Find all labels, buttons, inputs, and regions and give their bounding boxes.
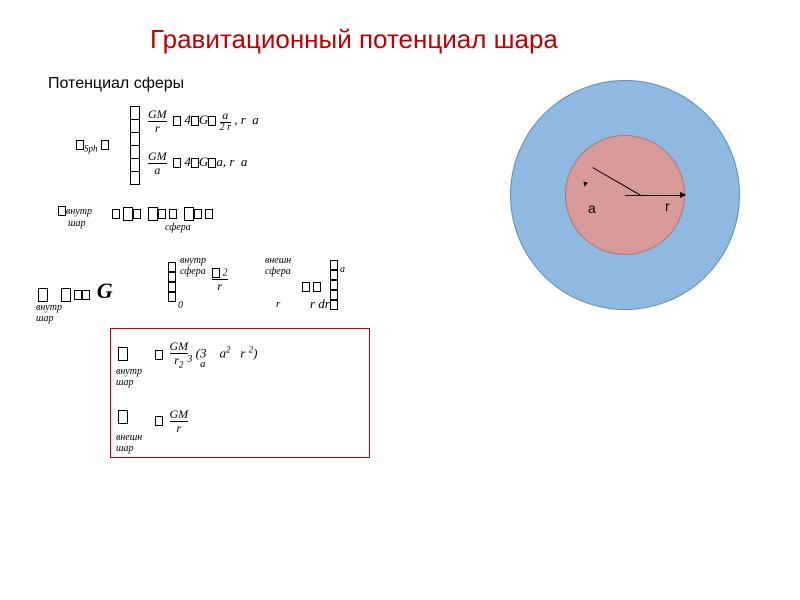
int2-rdr: r dr	[310, 296, 330, 312]
eq-integral-row: G	[38, 278, 113, 304]
brace-int-2	[330, 260, 338, 310]
phi-vnutr-shar-label-1: внутр шар	[58, 205, 92, 229]
result-line-1-a: a	[200, 358, 206, 370]
result-line-1: GMr2 3 (3 a2 r 2)	[155, 340, 257, 369]
sphere-diagram: ▲ ▶ a r	[510, 80, 750, 320]
int1-zero: 0	[178, 300, 183, 311]
vnutr-shar-label-2: внутршар	[36, 302, 62, 324]
int2-a: a	[340, 264, 345, 275]
radius-r-line	[625, 195, 685, 196]
phi-sph-label: Sph	[76, 136, 109, 154]
result-line-1-sub: внутршар	[116, 366, 142, 388]
int1-labels-top: внутрсфера	[180, 255, 206, 277]
int1-frac: 2r	[212, 268, 228, 292]
eq-case-inside: GMa 4Ga, r a	[148, 150, 247, 176]
eq-case-outside: GMr 4G a2 r , r a	[148, 108, 259, 134]
equation-area: Sph GMr 4G a2 r , r a GMa 4Ga, r a внутр…	[40, 100, 480, 560]
result-line-2: GMr	[155, 408, 188, 434]
result-line-2-sub: внешншар	[116, 432, 142, 454]
arrow-r: ▶	[680, 190, 686, 199]
label-a: a	[588, 200, 596, 216]
int2-bottom-r: r	[276, 298, 280, 310]
brace-left-1	[130, 106, 140, 184]
brace-int-1	[168, 262, 176, 302]
subtitle: Потенциал сферы	[48, 75, 184, 93]
result-line-2-left	[118, 408, 128, 424]
result-line-1-left	[118, 345, 128, 361]
int2-right	[302, 278, 321, 294]
label-r: r	[665, 198, 670, 214]
eq-internal-line	[112, 205, 213, 221]
page-title: Гравитационный потенциал шара	[150, 24, 558, 55]
sfera-label-1: сфера	[165, 222, 191, 233]
int2-labels-top: внешнсфера	[265, 255, 291, 277]
